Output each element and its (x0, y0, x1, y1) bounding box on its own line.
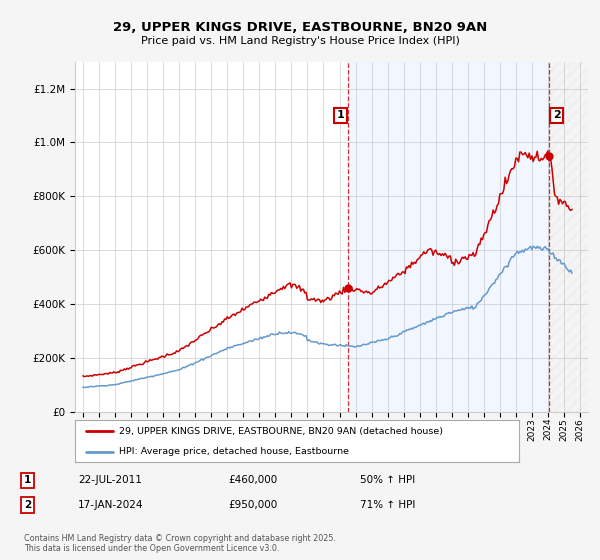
Text: 22-JUL-2011: 22-JUL-2011 (78, 475, 142, 486)
Text: £460,000: £460,000 (228, 475, 277, 486)
Text: 29, UPPER KINGS DRIVE, EASTBOURNE, BN20 9AN (detached house): 29, UPPER KINGS DRIVE, EASTBOURNE, BN20 … (119, 427, 443, 436)
Bar (349, 62, 549, 412)
Text: 1: 1 (337, 110, 344, 120)
Text: £950,000: £950,000 (228, 500, 277, 510)
Text: 50% ↑ HPI: 50% ↑ HPI (360, 475, 415, 486)
Text: 1: 1 (24, 475, 31, 486)
Text: 17-JAN-2024: 17-JAN-2024 (78, 500, 143, 510)
Text: 2: 2 (24, 500, 31, 510)
Text: Price paid vs. HM Land Registry's House Price Index (HPI): Price paid vs. HM Land Registry's House … (140, 36, 460, 46)
Text: HPI: Average price, detached house, Eastbourne: HPI: Average price, detached house, East… (119, 447, 349, 456)
Text: 2: 2 (553, 110, 560, 120)
Text: 71% ↑ HPI: 71% ↑ HPI (360, 500, 415, 510)
Text: Contains HM Land Registry data © Crown copyright and database right 2025.
This d: Contains HM Land Registry data © Crown c… (24, 534, 336, 553)
Text: 29, UPPER KINGS DRIVE, EASTBOURNE, BN20 9AN: 29, UPPER KINGS DRIVE, EASTBOURNE, BN20 … (113, 21, 487, 34)
